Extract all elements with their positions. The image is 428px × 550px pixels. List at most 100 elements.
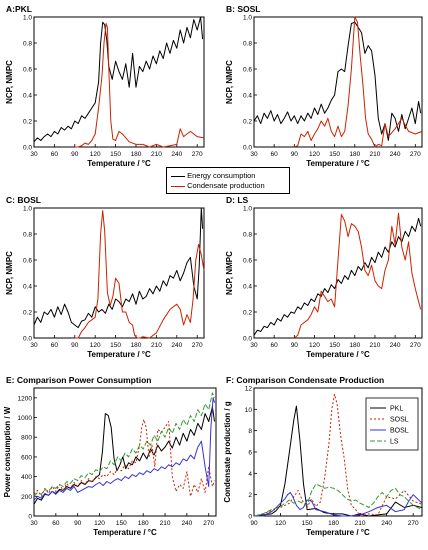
y-axis-label: Condensate production / g (223, 401, 232, 502)
x-tick-label: 30 (250, 342, 258, 349)
x-tick-label: 90 (74, 520, 82, 527)
x-tick-label: 270 (410, 342, 421, 349)
y-tick-label: 0.2 (23, 310, 32, 317)
chart-panel-b: B: SOSL 30 60 90 120 150 180 210 240 270 0.0 0.2 0.4… (225, 4, 423, 168)
x-tick-label: 210 (151, 151, 162, 158)
y-tick-label: 0.6 (23, 67, 32, 74)
y-tick-label: 2 (248, 492, 252, 499)
y-tick-label: 0.4 (23, 284, 32, 291)
plot-frame (33, 207, 205, 339)
plot-frame (33, 387, 217, 517)
y-tick-label: 10 (245, 407, 253, 414)
series-line-energy-consumption (33, 16, 204, 143)
y-tick-label: 0.4 (23, 93, 32, 100)
y-tick-label: 0.6 (243, 67, 252, 74)
series-line-condensate-production (74, 210, 205, 339)
x-tick-label: 210 (370, 151, 381, 158)
x-tick-label: 60 (271, 342, 279, 349)
x-tick-label: 150 (116, 520, 127, 527)
y-tick-label: 0.4 (243, 93, 252, 100)
series-line-condensate-production (74, 23, 205, 148)
x-tick-label: 90 (291, 151, 299, 158)
y-tick-label: 0.2 (23, 119, 32, 126)
plot-frame (33, 16, 205, 148)
y-tick-label: 0 (248, 514, 252, 521)
y-tick-label: 1.0 (23, 15, 32, 22)
x-tick-label: 150 (110, 342, 121, 349)
x-tick-label: 180 (131, 342, 142, 349)
y-tick-label: 12 (245, 386, 253, 393)
x-tick-label: 60 (51, 342, 59, 349)
x-tick-label: 120 (275, 520, 286, 527)
y-tick-label: 0.2 (243, 119, 252, 126)
series-line-condensate-production (294, 16, 423, 148)
x-tick-label: 240 (381, 520, 392, 527)
x-tick-label: 240 (171, 151, 182, 158)
y-axis-label: NCP, NMPC (225, 251, 234, 295)
x-tick-label: 240 (181, 520, 192, 527)
x-axis-label: Temperature / °C (87, 350, 151, 359)
y-tick-label: 4 (248, 471, 252, 478)
x-tick-label: 90 (250, 520, 258, 527)
x-tick-label: 270 (203, 520, 214, 527)
y-tick-label: 0.8 (23, 232, 32, 239)
chart-panel-c: C: BOSL 30 60 90 120 150 180 210 240 270 0.0 0.2 0.4… (5, 195, 205, 359)
y-tick-label: 0.6 (23, 258, 32, 265)
x-tick-label: 180 (131, 151, 142, 158)
series-line-energy-consumption (253, 21, 422, 141)
legend-label: PKL (390, 406, 403, 413)
series-line-energy-consumption (33, 207, 204, 329)
x-tick-label: 180 (349, 151, 360, 158)
x-tick-label: 30 (30, 151, 38, 158)
x-tick-label: 180 (138, 520, 149, 527)
y-tick-label: 800 (21, 435, 32, 442)
y-tick-label: 0.6 (243, 258, 252, 265)
x-tick-label: 150 (302, 520, 313, 527)
x-tick-label: 180 (328, 520, 339, 527)
y-tick-label: 0.8 (243, 41, 252, 48)
y-tick-label: 200 (21, 494, 32, 501)
x-tick-label: 120 (90, 342, 101, 349)
y-tick-label: 1.0 (23, 206, 32, 213)
shared-legend: Energy consumption Condensate production (166, 167, 290, 194)
series-line-sosl (33, 419, 215, 497)
shared-legend-label: Condensate production (187, 181, 265, 190)
x-tick-label: 180 (349, 342, 360, 349)
y-tick-label: 0.4 (243, 284, 252, 291)
y-tick-label: 0.8 (243, 232, 252, 239)
x-tick-label: 210 (151, 342, 162, 349)
y-axis-label: NCP, NMPC (5, 60, 14, 104)
x-tick-label: 120 (309, 342, 320, 349)
plot-frame (253, 16, 423, 148)
y-tick-label: 8 (248, 428, 252, 435)
y-tick-label: 400 (21, 474, 32, 481)
x-tick-label: 120 (90, 151, 101, 158)
x-axis-label: Temperature / °C (93, 528, 157, 537)
x-tick-label: 270 (408, 520, 419, 527)
x-axis-label: Temperature / °C (87, 159, 151, 168)
y-tick-label: 1.0 (243, 15, 252, 22)
x-tick-label: 60 (51, 151, 59, 158)
x-tick-label: 210 (355, 520, 366, 527)
chart-title: F: Comparison Condensate Production (226, 375, 384, 385)
series-line-ls (253, 483, 423, 517)
y-tick-label: 6 (248, 450, 252, 457)
chart-panel-e: E: Comparison Power Consumption 30 60 90 120… (3, 375, 217, 537)
y-tick-label: 0.0 (243, 145, 252, 152)
x-tick-label: 270 (192, 151, 203, 158)
y-tick-label: 1.0 (243, 206, 252, 213)
x-tick-label: 150 (329, 151, 340, 158)
plot-frame (253, 207, 423, 339)
y-tick-label: 0.8 (23, 41, 32, 48)
series-line-bosl (33, 397, 215, 501)
y-tick-label: 1200 (18, 395, 33, 402)
x-tick-label: 30 (30, 342, 38, 349)
y-tick-label: 0.0 (243, 336, 252, 343)
x-tick-label: 270 (410, 151, 421, 158)
shared-legend-label: Energy consumption (187, 171, 256, 180)
shared-legend-item: Condensate production (171, 181, 265, 190)
y-tick-label: 0.0 (23, 145, 32, 152)
x-tick-label: 240 (171, 342, 182, 349)
y-axis-label: NCP, NMPC (225, 60, 234, 104)
